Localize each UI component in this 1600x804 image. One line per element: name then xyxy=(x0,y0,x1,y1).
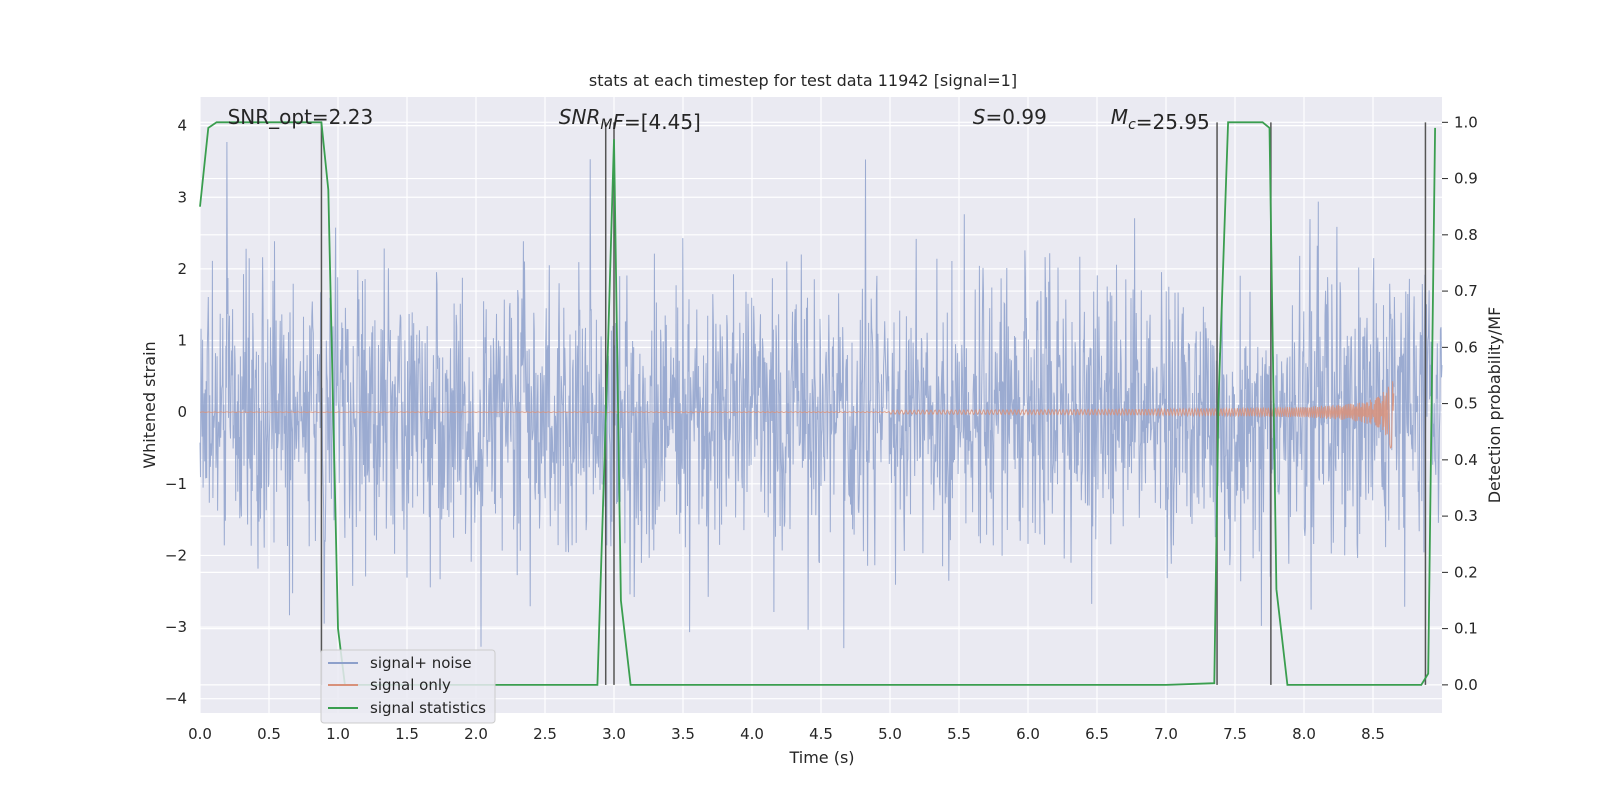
x-tick-label: 2.0 xyxy=(464,725,488,743)
y-tick-label-right: 0.9 xyxy=(1454,170,1478,188)
legend-label-signal-statistics: signal statistics xyxy=(370,699,486,717)
y-tick-label-left: −3 xyxy=(165,618,187,636)
x-tick-label: 8.0 xyxy=(1292,725,1316,743)
y-tick-label-left: 2 xyxy=(177,260,187,278)
x-axis-ticks: 0.0 0.5 1.0 1.5 2.0 2.5 3.0 3.5 4.0 4.5 5.0 5.5 6.0 6… xyxy=(188,725,1385,743)
y-tick-label-right: 0.5 xyxy=(1454,395,1478,413)
x-tick-label: 4.5 xyxy=(809,725,833,743)
x-tick-label: 3.0 xyxy=(602,725,626,743)
y-tick-label-left: −2 xyxy=(165,546,187,564)
y-tick-label-right: 0.6 xyxy=(1454,338,1478,356)
y-tick-label-left: −1 xyxy=(165,475,187,493)
y-tick-label-right: 0.3 xyxy=(1454,507,1478,525)
x-tick-label: 5.5 xyxy=(947,725,971,743)
signal-noise-line xyxy=(199,141,1443,649)
x-tick-label: 6.5 xyxy=(1085,725,1109,743)
x-tick-label: 7.0 xyxy=(1154,725,1178,743)
x-tick-label: 0.0 xyxy=(188,725,212,743)
y-axis-label-left: Whitened strain xyxy=(140,341,159,468)
signal-statistics-series xyxy=(199,121,1436,686)
x-tick-label: 1.5 xyxy=(395,725,419,743)
x-tick-label: 0.5 xyxy=(257,725,281,743)
x-tick-label: 3.5 xyxy=(671,725,695,743)
y-tick-label-right: 0.1 xyxy=(1454,620,1478,638)
y-tick-label-right: 0.2 xyxy=(1454,563,1478,581)
signal-only-line xyxy=(199,381,1395,449)
x-tick-label: 4.0 xyxy=(740,725,764,743)
legend-label-signal-only: signal only xyxy=(370,676,451,694)
signal-only-series xyxy=(199,381,1395,449)
y-tick-label-left: 0 xyxy=(177,403,187,421)
y-tick-label-right: 0.0 xyxy=(1454,676,1478,694)
x-tick-label: 8.5 xyxy=(1361,725,1385,743)
y-tick-label-left: 1 xyxy=(177,332,187,350)
x-axis-label: Time (s) xyxy=(788,748,854,767)
x-tick-label: 1.0 xyxy=(326,725,350,743)
y-axis-ticks-right: 1.0 0.9 0.8 0.7 0.6 0.5 0.4 0.3 0.2 0.1 0.0 xyxy=(1442,113,1478,694)
legend: signal+ noise signal only signal statist… xyxy=(320,649,496,724)
annotation-mc_val: Mc=25.95 xyxy=(1111,105,1210,134)
signal-statistics-line xyxy=(199,121,1436,686)
y-tick-label-right: 0.8 xyxy=(1454,226,1478,244)
y-axis-ticks-left: 4 3 2 1 0 −1 −2 −3 −4 xyxy=(165,117,187,708)
signal-noise-series xyxy=(199,141,1443,649)
y-tick-label-right: 1.0 xyxy=(1454,113,1478,131)
y-tick-label-left: −4 xyxy=(165,690,187,708)
y-tick-label-right: 0.4 xyxy=(1454,451,1478,469)
y-tick-label-right: 0.7 xyxy=(1454,282,1478,300)
x-tick-label: 7.5 xyxy=(1223,725,1247,743)
chart-title: stats at each timestep for test data 119… xyxy=(589,71,1017,90)
x-tick-label: 5.0 xyxy=(878,725,902,743)
x-tick-label: 6.0 xyxy=(1016,725,1040,743)
y-tick-label-left: 3 xyxy=(177,188,187,206)
x-tick-label: 2.5 xyxy=(533,725,557,743)
annotations: SNR_opt=2.23 SNRMF=[4.45] S=0.99 Mc=25.95 xyxy=(228,105,1210,134)
y-axis-label-right: Detection probability/MF xyxy=(1485,307,1504,504)
annotation-snr_opt: SNR_opt=2.23 xyxy=(228,105,374,129)
y-tick-label-left: 4 xyxy=(177,117,187,135)
legend-label-signal-noise: signal+ noise xyxy=(370,654,472,672)
annotation-s_val: S=0.99 xyxy=(973,105,1047,129)
legend-box xyxy=(320,649,496,724)
annotation-snr_mf: SNRMF=[4.45] xyxy=(559,105,701,134)
